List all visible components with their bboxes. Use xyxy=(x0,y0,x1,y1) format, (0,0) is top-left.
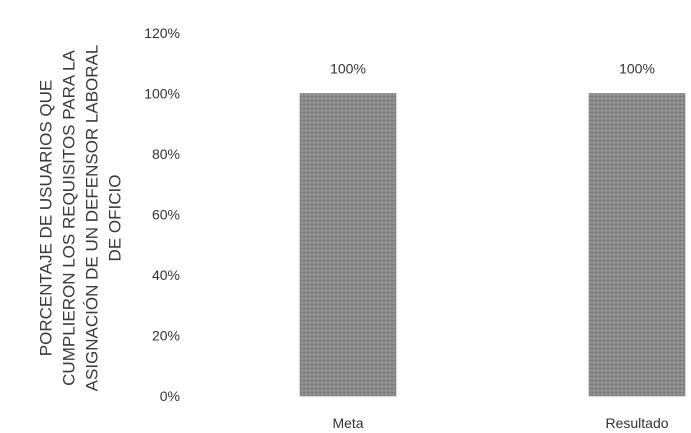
y-tick-label: 80% xyxy=(152,146,180,162)
data-labels: 100% 100% xyxy=(330,61,655,77)
y-axis-title-line-4: DE OFICIO xyxy=(105,175,124,262)
y-tick-label: 100% xyxy=(144,86,180,102)
bar-resultado xyxy=(588,93,686,397)
y-axis-title-line-3: ASIGNACIÓN DE UN DEFENSOR LABORAL xyxy=(82,45,101,392)
bars xyxy=(299,93,686,397)
y-tick-label: 0% xyxy=(160,388,180,404)
y-axis-title-line-2: CUMPLIERON LOS REQUISITOS PARA LA xyxy=(59,49,78,385)
x-category-label: Resultado xyxy=(605,415,668,431)
y-axis-title: PORCENTAJE DE USUARIOS QUE CUMPLIERON LOS… xyxy=(36,45,124,392)
x-category-label: Meta xyxy=(332,415,363,431)
y-tick-label: 20% xyxy=(152,328,180,344)
bar-meta xyxy=(299,93,397,397)
x-axis-categories: Meta Resultado xyxy=(332,415,668,431)
y-axis-ticks: 0% 20% 40% 60% 80% 100% 120% xyxy=(144,25,180,404)
data-label: 100% xyxy=(619,61,655,77)
y-tick-label: 60% xyxy=(152,207,180,223)
data-label: 100% xyxy=(330,61,366,77)
y-axis-title-line-1: PORCENTAJE DE USUARIOS QUE xyxy=(36,80,55,356)
y-tick-label: 40% xyxy=(152,267,180,283)
y-tick-label: 120% xyxy=(144,25,180,41)
